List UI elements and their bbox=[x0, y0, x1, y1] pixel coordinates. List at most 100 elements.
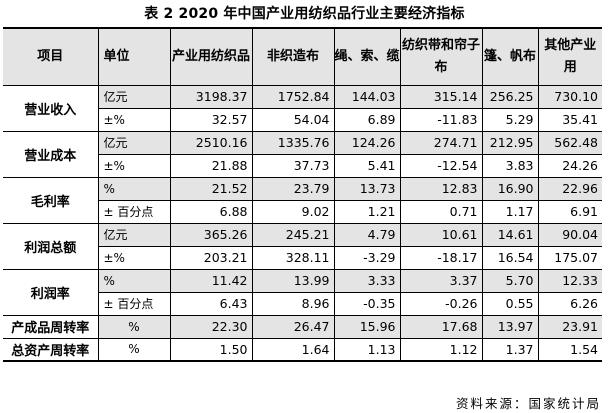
cell-value: 1.21 bbox=[333, 199, 401, 224]
cell-value: 3.83 bbox=[481, 153, 539, 178]
header-industrial-textiles: 产业用纺织品 bbox=[169, 27, 253, 86]
cell-value: 13.99 bbox=[251, 268, 335, 293]
cell-value: 17.68 bbox=[399, 314, 483, 339]
header-tarpaulin-canvas: 篷、帆布 bbox=[481, 27, 539, 86]
row-unit: 亿元 bbox=[97, 222, 171, 247]
cell-value: 1752.84 bbox=[251, 84, 335, 109]
cell-value: 4.79 bbox=[333, 222, 401, 247]
row-item-label: 利润总额 bbox=[3, 222, 99, 270]
table-row: 总资产周转率% 1.50 1.64 1.13 1.12 1.37 1.54 bbox=[3, 337, 602, 362]
cell-value: 16.54 bbox=[481, 245, 539, 270]
row-item-label: 产成品周转率 bbox=[3, 314, 99, 339]
cell-value: 1.13 bbox=[333, 337, 401, 362]
cell-value: 6.43 bbox=[169, 291, 253, 316]
header-row: 项目 单位 产业用纺织品 非织造布 绳、索、缆 纺织带和帘子布 篷、帆布 其他产… bbox=[3, 27, 602, 86]
cell-value: 730.10 bbox=[537, 84, 602, 109]
row-unit: % bbox=[97, 268, 171, 293]
cell-value: 14.61 bbox=[481, 222, 539, 247]
row-unit: % bbox=[97, 176, 171, 201]
cell-value: 22.30 bbox=[169, 314, 253, 339]
header-nonwovens: 非织造布 bbox=[251, 27, 335, 86]
cell-value: 124.26 bbox=[333, 130, 401, 155]
table-row: 产成品周转率% 22.30 26.47 15.96 17.68 13.97 23.91 bbox=[3, 314, 602, 339]
cell-value: 212.95 bbox=[481, 130, 539, 155]
cell-value: 0.55 bbox=[481, 291, 539, 316]
row-unit: ±% bbox=[98, 245, 171, 270]
cell-value: 12.33 bbox=[537, 268, 602, 293]
cell-value: 1.17 bbox=[481, 199, 539, 224]
economic-indicators-table: 项目 单位 产业用纺织品 非织造布 绳、索、缆 纺织带和帘子布 篷、帆布 其他产… bbox=[3, 27, 602, 362]
table-row: 营业成本 亿元 2510.16 1335.76 124.26 274.71 212.95 56… bbox=[3, 130, 602, 178]
cell-value: 315.14 bbox=[399, 84, 483, 109]
header-tapes-cord-fabric: 纺织带和帘子布 bbox=[399, 27, 483, 86]
cell-value: 23.91 bbox=[537, 314, 602, 339]
cell-value: 175.07 bbox=[537, 245, 602, 270]
cell-value: 16.90 bbox=[481, 176, 539, 201]
table-row: 营业收入 亿元 3198.37 1752.84 144.03 315.14 256.25 73… bbox=[3, 84, 602, 132]
table-row: ±% 21.88 37.73 5.41 -12.54 3.83 24.26 bbox=[3, 153, 602, 178]
cell-value: 35.41 bbox=[537, 107, 602, 132]
row-unit: ± 百分点 bbox=[98, 199, 171, 224]
data-source-note: 资料来源：国家统计局 bbox=[455, 396, 601, 411]
cell-value: 26.47 bbox=[251, 314, 335, 339]
cell-value: -3.29 bbox=[333, 245, 401, 270]
cell-value: -12.54 bbox=[399, 153, 483, 178]
cell-value: 1335.76 bbox=[251, 130, 335, 155]
row-item-label: 总资产周转率 bbox=[3, 337, 99, 362]
cell-value: 54.04 bbox=[251, 107, 335, 132]
cell-value: 328.11 bbox=[251, 245, 335, 270]
cell-value: 21.88 bbox=[169, 153, 253, 178]
cell-value: 6.89 bbox=[333, 107, 401, 132]
cell-value: 3.37 bbox=[399, 268, 483, 293]
cell-value: 12.83 bbox=[399, 176, 483, 201]
cell-value: 23.79 bbox=[251, 176, 335, 201]
header-other-industrial: 其他产业用 bbox=[537, 27, 602, 86]
row-unit: 亿元 bbox=[97, 130, 171, 155]
cell-value: 32.57 bbox=[169, 107, 253, 132]
cell-value: 562.48 bbox=[537, 130, 602, 155]
table-row: 利润总额 亿元 365.26 245.21 4.79 10.61 14.61 90.04 bbox=[3, 222, 602, 270]
table-row: 毛利率% 21.52 23.79 13.73 12.83 16.90 22.96 bbox=[3, 176, 602, 224]
cell-value: 365.26 bbox=[169, 222, 253, 247]
row-unit: ±% bbox=[98, 107, 171, 132]
cell-value: 1.54 bbox=[537, 337, 602, 362]
cell-value: 144.03 bbox=[333, 84, 401, 109]
cell-value: 203.21 bbox=[169, 245, 253, 270]
cell-value: 5.29 bbox=[481, 107, 539, 132]
row-unit: ±% bbox=[98, 153, 171, 178]
row-unit: % bbox=[97, 314, 171, 339]
cell-value: 256.25 bbox=[481, 84, 539, 109]
row-item-label: 营业成本 bbox=[3, 130, 99, 178]
cell-value: 37.73 bbox=[251, 153, 335, 178]
cell-value: -18.17 bbox=[399, 245, 483, 270]
row-unit: % bbox=[97, 337, 171, 362]
cell-value: 0.71 bbox=[399, 199, 483, 224]
cell-value: 11.42 bbox=[169, 268, 253, 293]
cell-value: 6.88 bbox=[169, 199, 253, 224]
table-row: 利润率% 11.42 13.99 3.33 3.37 5.70 12.33 bbox=[3, 268, 602, 316]
cell-value: 13.73 bbox=[333, 176, 401, 201]
cell-value: 6.91 bbox=[537, 199, 602, 224]
cell-value: 3.33 bbox=[333, 268, 401, 293]
cell-value: 5.70 bbox=[481, 268, 539, 293]
cell-value: 2510.16 bbox=[169, 130, 253, 155]
cell-value: 6.26 bbox=[537, 291, 602, 316]
row-item-label: 利润率 bbox=[3, 268, 99, 316]
cell-value: 1.64 bbox=[251, 337, 335, 362]
cell-value: 24.26 bbox=[537, 153, 602, 178]
cell-value: 90.04 bbox=[537, 222, 602, 247]
cell-value: 1.37 bbox=[481, 337, 539, 362]
header-item: 项目 bbox=[3, 27, 99, 86]
cell-value: 13.97 bbox=[481, 314, 539, 339]
cell-value: 9.02 bbox=[251, 199, 335, 224]
cell-value: 274.71 bbox=[399, 130, 483, 155]
cell-value: 8.96 bbox=[251, 291, 335, 316]
cell-value: 10.61 bbox=[399, 222, 483, 247]
cell-value: -0.26 bbox=[399, 291, 483, 316]
header-ropes-cables: 绳、索、缆 bbox=[333, 27, 401, 86]
row-unit: 亿元 bbox=[97, 84, 171, 109]
cell-value: 1.12 bbox=[399, 337, 483, 362]
cell-value: 3198.37 bbox=[169, 84, 253, 109]
cell-value: -11.83 bbox=[399, 107, 483, 132]
cell-value: 15.96 bbox=[333, 314, 401, 339]
